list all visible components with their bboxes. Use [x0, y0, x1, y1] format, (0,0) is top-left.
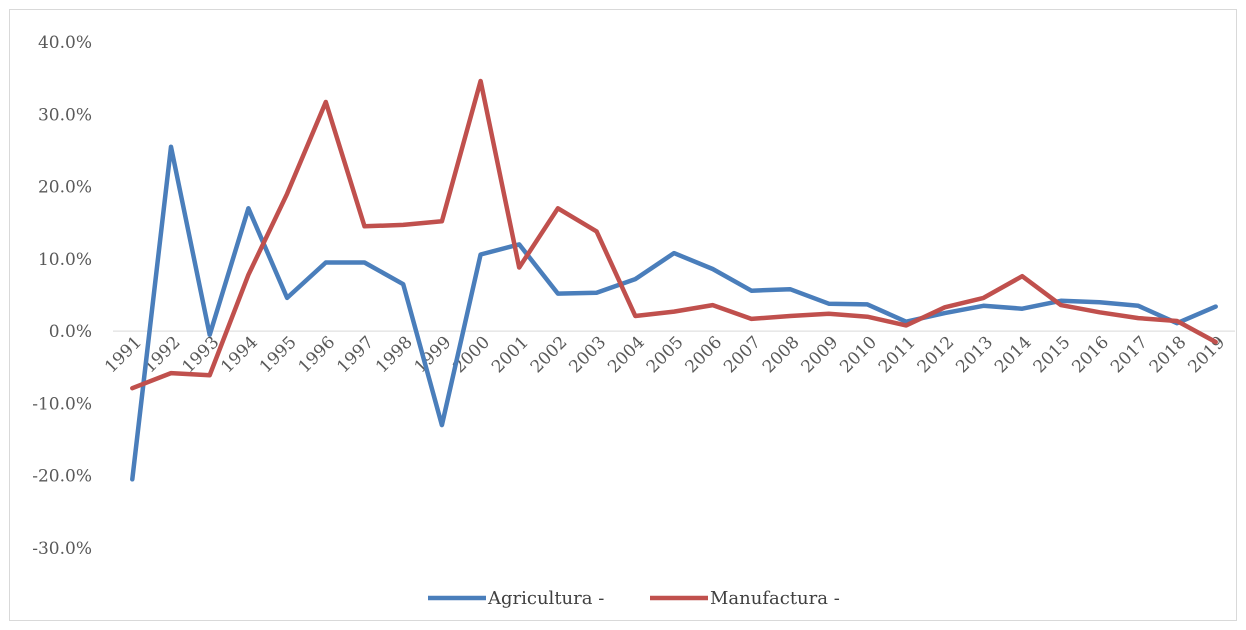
line-chart: 40.0% 30.0% 20.0% 10.0% 0.0% -10.0% -20.0% -30.…: [32, 33, 1235, 609]
x-tick-label: 2008: [759, 333, 804, 378]
y-tick-label: -20.0%: [32, 467, 92, 487]
x-tick-label: 2016: [1068, 333, 1113, 378]
y-tick-label: 40.0%: [38, 33, 92, 53]
series-line-1: [130, 144, 1218, 482]
y-tick-label: 10.0%: [38, 250, 92, 270]
y-tick-label: 0.0%: [49, 322, 92, 342]
x-tick-label: 2009: [798, 333, 843, 378]
x-tick-label: 2012: [914, 333, 959, 378]
chart-frame: 40.0% 30.0% 20.0% 10.0% 0.0% -10.0% -20.0% -30.…: [9, 9, 1237, 621]
y-tick-label: -30.0%: [32, 539, 92, 559]
legend-label-1: Agricultura -: [487, 588, 604, 609]
x-tick-label: 2014: [991, 333, 1036, 378]
x-tick-label: 2011: [875, 333, 920, 378]
y-axis-tick-labels: 40.0% 30.0% 20.0% 10.0% 0.0% -10.0% -20.0% -30.…: [32, 33, 92, 559]
series-line-2: [130, 78, 1218, 391]
y-tick-label: -10.0%: [32, 394, 92, 414]
x-tick-label: 2017: [1107, 333, 1152, 378]
x-tick-label: 2018: [1146, 333, 1191, 378]
x-tick-label: 2007: [720, 333, 765, 378]
series-lines: [130, 78, 1218, 482]
legend: Agricultura - Manufactura -: [428, 588, 840, 609]
x-tick-label: 2013: [952, 333, 997, 378]
x-tick-label: 2001: [488, 333, 533, 378]
x-tick-label: 2015: [1030, 333, 1075, 378]
y-tick-label: 20.0%: [38, 178, 92, 198]
x-tick-label: 2006: [681, 333, 726, 378]
x-tick-label: 1998: [372, 333, 417, 378]
x-tick-label: 1997: [333, 333, 378, 378]
x-tick-label: 2004: [604, 333, 649, 378]
x-tick-label: 2010: [836, 333, 881, 378]
y-tick-label: 30.0%: [38, 105, 92, 125]
x-tick-label: 2002: [527, 333, 572, 378]
x-axis-tick-labels: 1991199219931994199519961997199819992000…: [101, 333, 1229, 378]
x-tick-label: 2005: [643, 333, 688, 378]
x-tick-label: 2003: [565, 333, 610, 378]
x-tick-label: 1995: [256, 333, 301, 378]
x-tick-label: 1996: [295, 333, 340, 378]
x-tick-label: 1991: [101, 333, 146, 378]
legend-label-2: Manufactura -: [710, 588, 840, 609]
